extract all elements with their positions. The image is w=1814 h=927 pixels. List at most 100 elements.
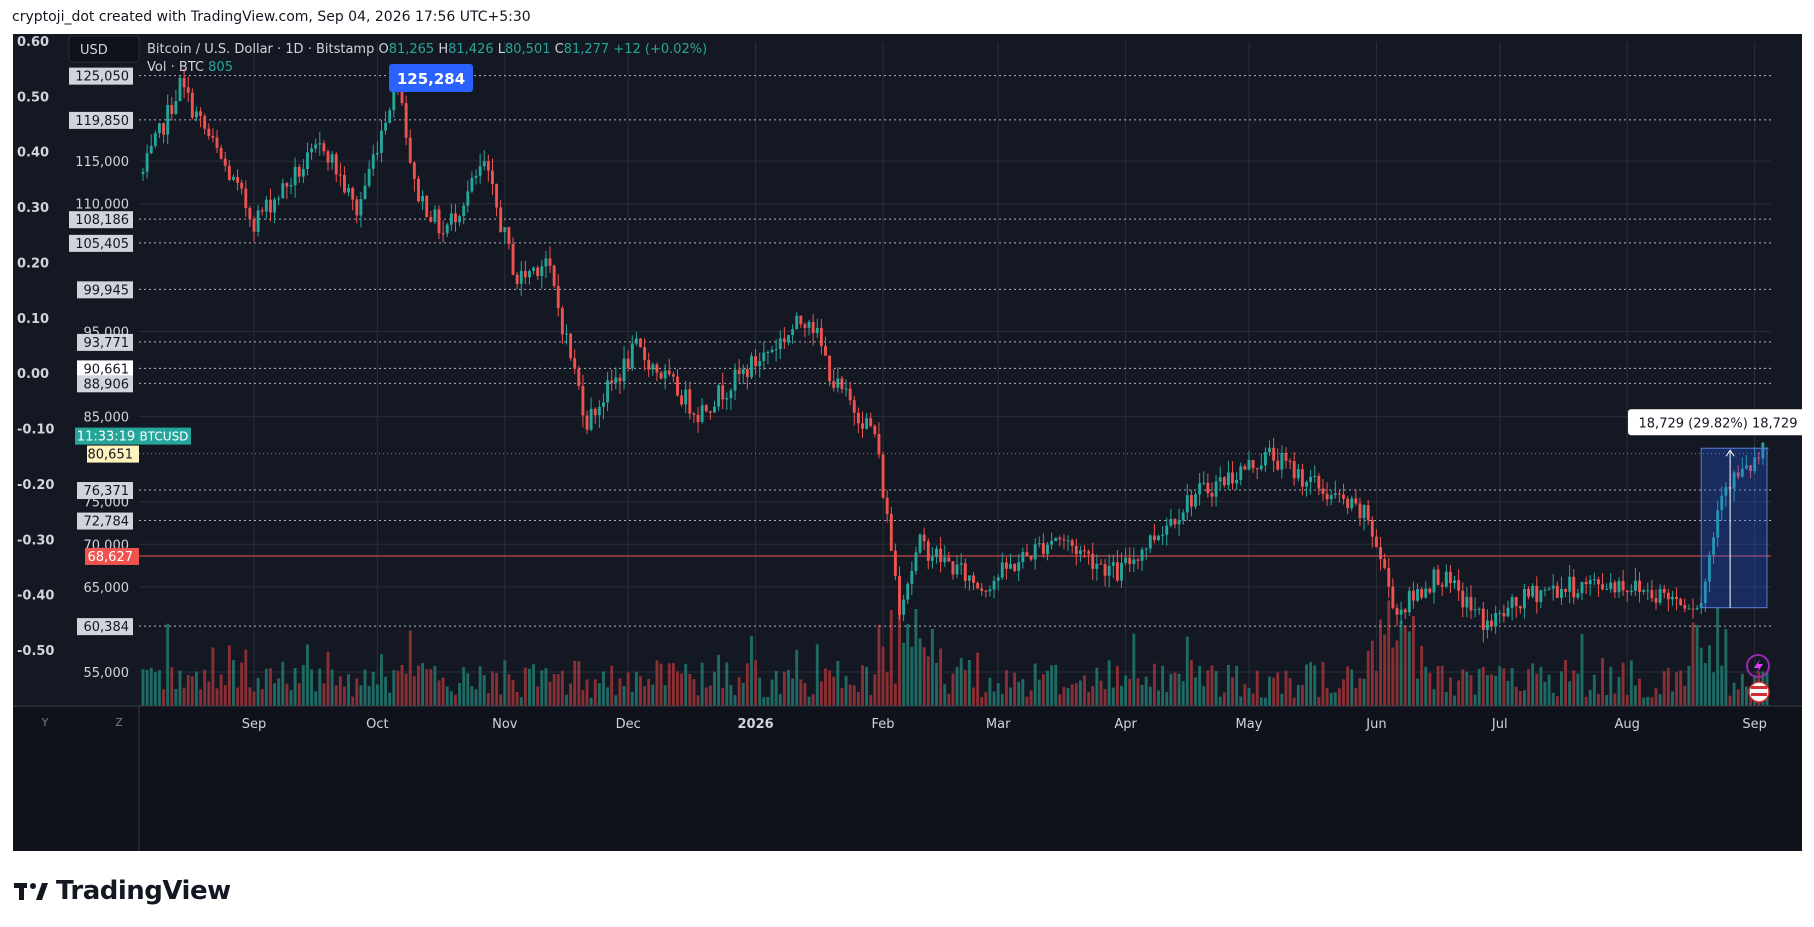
volume-bar (1280, 693, 1284, 706)
volume-bar (166, 623, 170, 706)
volume-bar (667, 663, 671, 706)
volume-bar (569, 683, 573, 706)
candle-body (1004, 562, 1008, 569)
candle-body (1687, 608, 1691, 610)
volume-row: Vol · BTC 805 (147, 60, 233, 75)
candle-body (733, 369, 737, 391)
candle-body (1091, 553, 1095, 569)
candle-body (1161, 534, 1165, 536)
candle-body (610, 380, 614, 383)
price-tick-label: 75,000 (84, 496, 130, 511)
volume-bar (704, 687, 708, 706)
candle-body (478, 166, 482, 176)
candle-body (1535, 585, 1539, 602)
chart-frame[interactable]: 18,729 (29.82%) 18,729 0.60 0.50 0.40 0.30 0… (13, 34, 1802, 851)
volume-bar (404, 673, 408, 706)
candle-body (1288, 460, 1292, 462)
volume-bar (1288, 678, 1292, 706)
level-tag-bg (77, 375, 133, 393)
candle-body (930, 557, 934, 561)
candle-body (914, 552, 918, 571)
candle-body (1658, 588, 1662, 603)
level-tag-label: 105,405 (75, 237, 129, 252)
candle-body (848, 388, 852, 401)
volume-bar (149, 667, 153, 706)
volume-bar (1185, 636, 1189, 706)
candle-body (951, 561, 955, 575)
volume-bar (597, 683, 601, 706)
candle-body (1046, 544, 1049, 555)
price-chart[interactable]: 18,729 (29.82%) 18,729 0.600.500.400.300… (13, 34, 1802, 851)
candle-body (1021, 552, 1025, 563)
volume-bar (491, 671, 494, 706)
candle-body (807, 321, 811, 328)
volume-bar (1481, 667, 1485, 706)
volume-bar (482, 675, 486, 706)
candle-body (1333, 493, 1337, 496)
candle-body (482, 161, 486, 167)
candle-body (433, 209, 437, 222)
candle-body (836, 378, 840, 388)
volume-bar (1268, 676, 1271, 706)
candle-body (491, 170, 494, 185)
volume-bar (380, 654, 383, 706)
volume-bar (1716, 606, 1720, 706)
volume-bar (1333, 692, 1337, 706)
volume-bar (943, 684, 947, 706)
us-flag-icon (1748, 681, 1770, 703)
volume-bar (1284, 670, 1288, 706)
volume-bar (1296, 684, 1300, 706)
candle-body (1206, 482, 1210, 494)
volume-bar (273, 683, 277, 706)
candle-body (1066, 540, 1070, 542)
volume-bar (939, 648, 943, 706)
candle-body (301, 169, 305, 177)
candle-body (585, 415, 589, 430)
volume-bar (926, 656, 930, 706)
volume-bar (967, 660, 971, 706)
candle-body (240, 182, 244, 189)
candle-body (1498, 613, 1502, 615)
volume-bar (1440, 665, 1444, 706)
candle-body (384, 122, 388, 131)
volume-bar (1161, 665, 1165, 706)
volume-bar (1235, 665, 1239, 706)
volume-bar (807, 696, 811, 706)
volume-bar (1070, 684, 1074, 706)
candle-body (963, 563, 967, 581)
volume-bar (375, 684, 379, 706)
candle-body (589, 408, 593, 430)
level-tag-label: 125,050 (75, 70, 129, 85)
candle-body (569, 333, 573, 359)
volume-bar (893, 683, 897, 706)
volume-bar (803, 683, 807, 706)
volume-bar (355, 678, 359, 706)
level-tag-bg (69, 111, 133, 129)
candle-body (1666, 592, 1670, 600)
volume-bar (1004, 670, 1008, 706)
candle-body (1214, 481, 1218, 497)
volume-bar (750, 636, 753, 706)
candle-body (721, 385, 725, 400)
volume-bar (696, 695, 700, 706)
volume-bar (1469, 675, 1473, 706)
candle-body (1173, 518, 1177, 525)
candle-body (195, 111, 198, 118)
volume-bar (1115, 666, 1119, 706)
candle-body (1041, 543, 1045, 555)
volume-bar (663, 685, 667, 706)
measure-arrowhead (1725, 449, 1735, 457)
volume-bar (634, 671, 638, 706)
volume-bar (371, 671, 375, 706)
candle-body (1387, 567, 1391, 587)
level-tag-label: 72,784 (84, 515, 130, 530)
volume-bar (708, 685, 712, 706)
candle-body (343, 175, 346, 193)
volume-bar (1383, 634, 1387, 706)
candle-body (869, 418, 873, 426)
volume-bar (396, 670, 400, 706)
volume-bar (1362, 678, 1366, 706)
candle-body (1099, 563, 1103, 565)
candle-body (330, 154, 334, 163)
volume-bar (1029, 690, 1033, 706)
